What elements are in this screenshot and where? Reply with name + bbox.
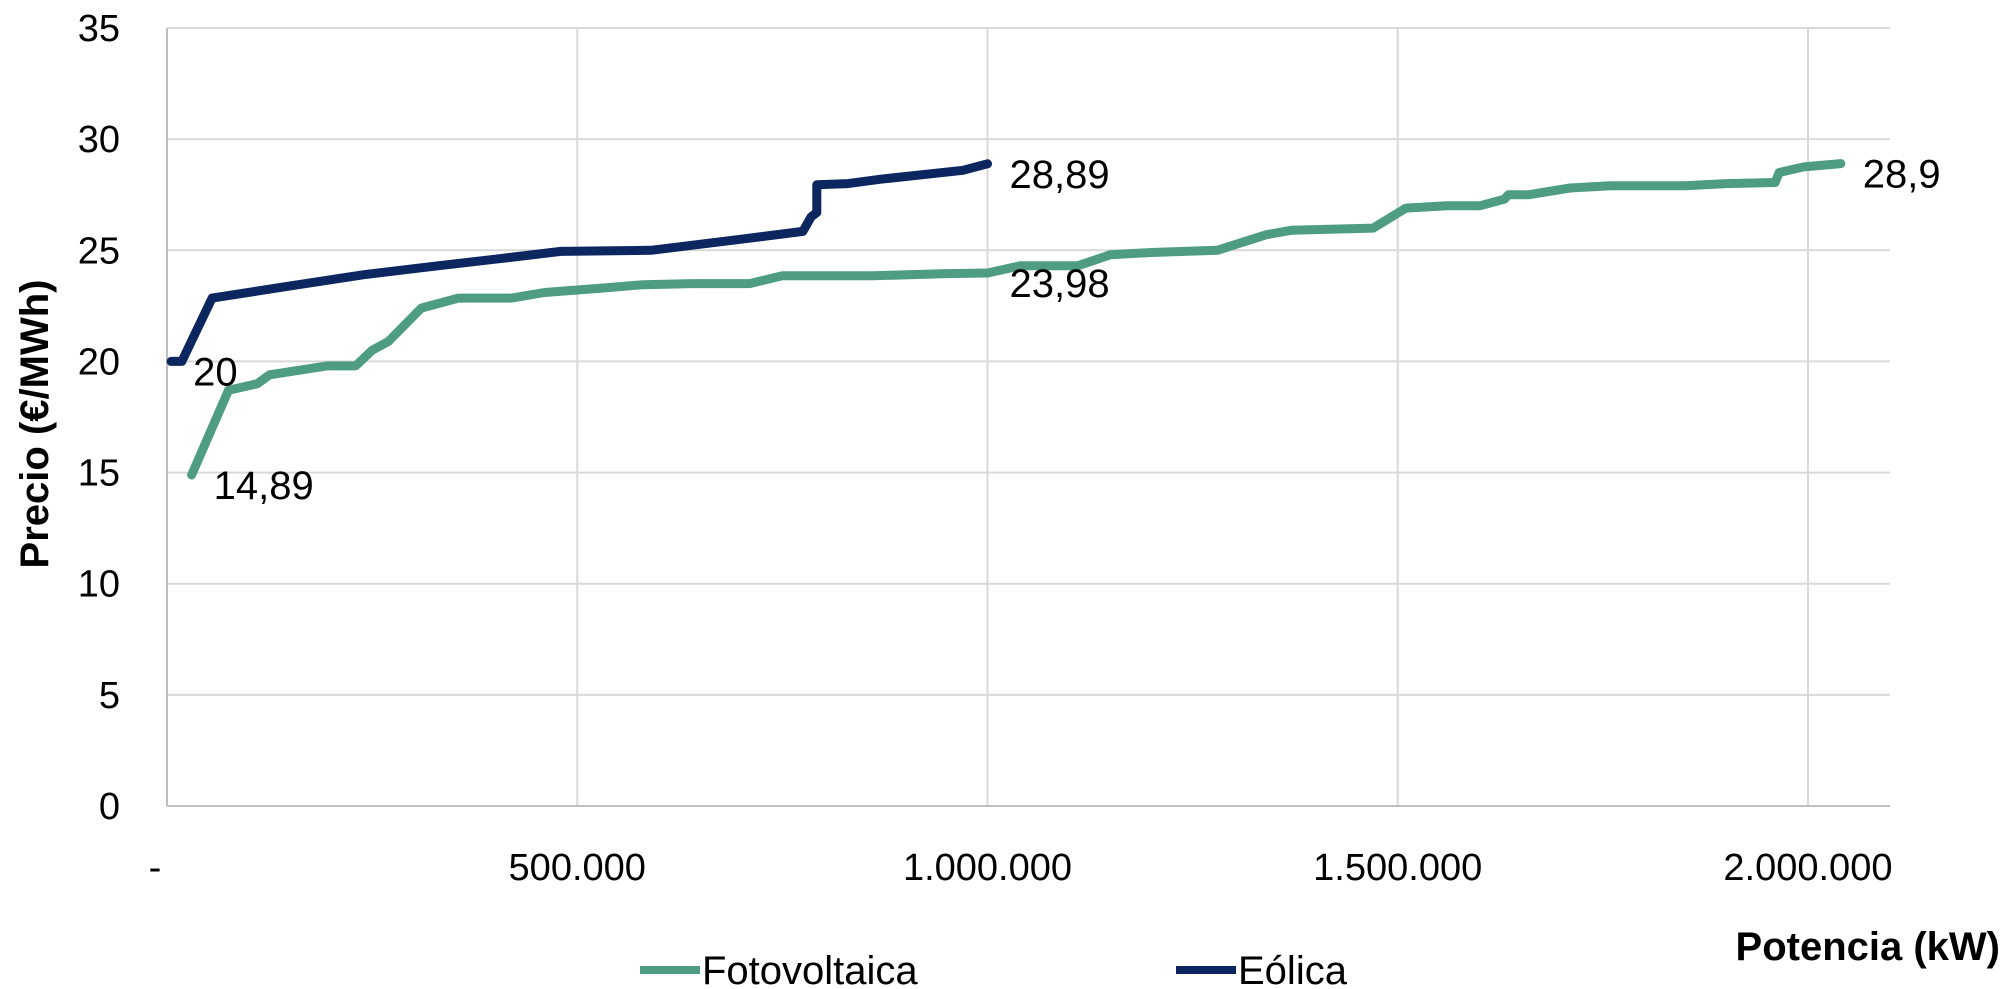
- axes: 0 5 10 15 20 25 30 35 - 500.000 1.000.000 1.500.000…: [78, 8, 1893, 889]
- x-tick-label: 1.000.000: [903, 847, 1072, 889]
- data-label: 28,9: [1863, 153, 1941, 197]
- x-tick-label: -: [149, 847, 162, 889]
- data-label: 28,89: [1009, 153, 1109, 197]
- legend-label-eolica: Eólica: [1238, 949, 1348, 989]
- series-layer: [166, 159, 1846, 480]
- y-tick-label: 25: [78, 230, 120, 272]
- y-tick-label: 35: [78, 8, 120, 50]
- legend: Fotovoltaica Eólica: [640, 949, 1348, 989]
- data-label: 23,98: [1009, 262, 1109, 306]
- data-labels: 14,89 23,98 28,9 20 28,89: [193, 153, 1941, 508]
- y-tick-label: 30: [78, 119, 120, 161]
- series-line-fotovoltaica: [187, 159, 1846, 480]
- legend-label-fotovoltaica: Fotovoltaica: [702, 949, 918, 989]
- x-tick-label: 500.000: [509, 847, 646, 889]
- y-tick-label: 5: [99, 675, 120, 717]
- y-tick-label: 20: [78, 341, 120, 383]
- y-tick-label: 0: [99, 786, 120, 828]
- y-tick-label: 15: [78, 453, 120, 495]
- grid-lines: [167, 27, 1890, 807]
- y-tick-label: 10: [78, 564, 120, 606]
- data-label: 14,89: [214, 464, 314, 508]
- x-axis-title: Potencia (kW): [1736, 925, 2000, 969]
- data-label: 20: [193, 350, 238, 394]
- x-tick-label: 1.500.000: [1313, 847, 1482, 889]
- x-tick-label: 2.000.000: [1723, 847, 1892, 889]
- series-line-eolica: [166, 159, 992, 366]
- y-axis-title: Precio (€/MWh): [13, 280, 57, 569]
